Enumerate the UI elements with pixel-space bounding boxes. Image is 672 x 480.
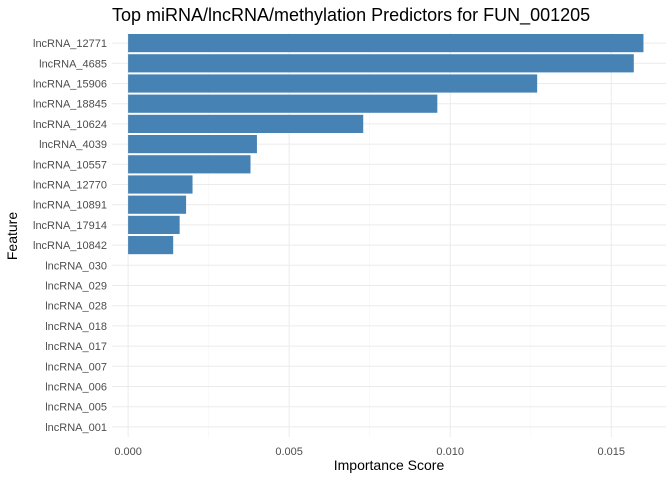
y-tick-label: lncRNA_4685 — [39, 58, 107, 70]
y-tick-label: lncRNA_005 — [45, 402, 107, 414]
y-axis-title: Feature — [4, 212, 20, 260]
y-tick-label: lncRNA_10842 — [33, 240, 107, 252]
y-tick-label: lncRNA_10624 — [33, 119, 107, 131]
y-tick-label: lncRNA_12771 — [33, 38, 107, 50]
bar-lncRNA_17914 — [128, 215, 180, 234]
chart-title: Top miRNA/lncRNA/methylation Predictors … — [112, 5, 590, 26]
bar-lncRNA_10557 — [128, 155, 251, 174]
y-tick-label: lncRNA_007 — [45, 361, 107, 373]
bar-lncRNA_18845 — [128, 94, 438, 113]
bar-lncRNA_12770 — [128, 175, 193, 194]
y-tick-label: lncRNA_10891 — [33, 200, 107, 212]
y-tick-label: lncRNA_030 — [45, 260, 107, 272]
y-tick-label: lncRNA_4039 — [39, 139, 107, 151]
y-tick-label: lncRNA_006 — [45, 382, 107, 394]
bar-lncRNA_10624 — [128, 114, 364, 133]
bar-lncRNA_10842 — [128, 236, 174, 255]
x-tick-label: 0.010 — [436, 446, 464, 458]
bar-lncRNA_4039 — [128, 135, 257, 154]
y-tick-labels: lncRNA_12771 lncRNA_4685 lncRNA_15906 lncRN… — [33, 38, 107, 434]
bars — [128, 34, 644, 255]
y-tick-label: lncRNA_028 — [45, 301, 107, 313]
y-tick-label: lncRNA_10557 — [33, 159, 107, 171]
x-tick-label: 0.000 — [114, 446, 142, 458]
y-tick-label: lncRNA_12770 — [33, 180, 107, 192]
y-tick-label: lncRNA_17914 — [33, 220, 107, 232]
y-tick-label: lncRNA_15906 — [33, 79, 107, 91]
bar-lncRNA_10891 — [128, 195, 187, 214]
grid-lines — [112, 33, 666, 437]
x-tick-label: 0.015 — [597, 446, 625, 458]
x-tick-labels: 0.000 0.005 0.010 0.015 — [114, 446, 625, 458]
bar-lncRNA_12771 — [128, 34, 644, 53]
x-tick-label: 0.005 — [275, 446, 303, 458]
bar-lncRNA_15906 — [128, 74, 538, 93]
bar-lncRNA_4685 — [128, 54, 634, 73]
y-tick-label: lncRNA_18845 — [33, 99, 107, 111]
x-axis-title: Importance Score — [334, 457, 445, 473]
y-tick-label: lncRNA_001 — [45, 422, 107, 434]
y-tick-label: lncRNA_018 — [45, 321, 107, 333]
y-tick-label: lncRNA_029 — [45, 281, 107, 293]
y-tick-label: lncRNA_017 — [45, 341, 107, 353]
